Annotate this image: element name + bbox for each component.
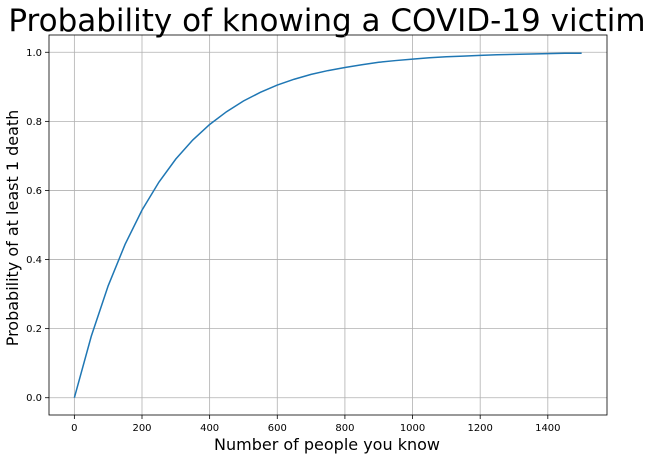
x-tick-label: 600 <box>268 423 287 434</box>
x-tick-label: 200 <box>132 423 151 434</box>
y-tick-label: 0.2 <box>26 324 42 335</box>
x-tick-label: 1400 <box>535 423 560 434</box>
tick-layer: 0 200 400 600 800 1000 1200 1400 0.0 0.2 0.4 0.6 0.8… <box>26 48 560 434</box>
x-tick-label: 800 <box>335 423 354 434</box>
y-axis-label: Probability of at least 1 death <box>3 110 22 347</box>
x-tick-label: 400 <box>200 423 219 434</box>
x-axis-label: Number of people you know <box>214 435 440 454</box>
chart-title: Probability of knowing a COVID-19 victim <box>8 3 645 39</box>
x-tick-label: 1200 <box>467 423 492 434</box>
y-tick-label: 1.0 <box>26 48 42 59</box>
x-tick-label: 1000 <box>400 423 425 434</box>
y-tick-label: 0.6 <box>26 186 42 197</box>
plot-area-frame <box>48 34 608 416</box>
y-tick-label: 0.0 <box>26 393 42 404</box>
grid-layer <box>49 35 607 415</box>
probability-line <box>73 52 582 398</box>
x-tick-label: 0 <box>71 423 77 434</box>
y-tick-label: 0.4 <box>26 255 42 266</box>
y-tick-label: 0.8 <box>26 117 42 128</box>
